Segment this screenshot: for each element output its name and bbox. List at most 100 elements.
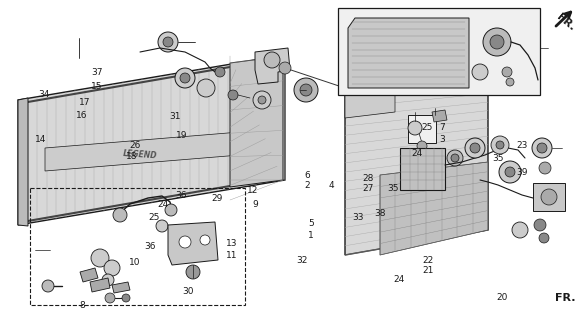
Circle shape xyxy=(42,280,54,292)
Text: 1: 1 xyxy=(308,231,314,240)
Circle shape xyxy=(408,121,422,135)
Text: 16: 16 xyxy=(76,111,88,120)
Text: 34: 34 xyxy=(39,90,50,99)
Polygon shape xyxy=(45,132,240,171)
Text: 23: 23 xyxy=(517,141,528,150)
Text: 24: 24 xyxy=(411,149,422,158)
Circle shape xyxy=(465,138,485,158)
Text: 19: 19 xyxy=(176,132,188,140)
Polygon shape xyxy=(255,48,290,84)
Text: 9: 9 xyxy=(252,200,258,209)
Circle shape xyxy=(215,67,225,77)
Circle shape xyxy=(156,220,168,232)
Text: 28: 28 xyxy=(363,174,374,183)
Text: 2: 2 xyxy=(304,181,310,190)
Circle shape xyxy=(186,265,200,279)
Text: 37: 37 xyxy=(91,68,103,77)
Circle shape xyxy=(158,32,178,52)
Circle shape xyxy=(491,136,509,154)
Text: 13: 13 xyxy=(226,239,238,248)
Text: 35: 35 xyxy=(387,184,399,193)
Polygon shape xyxy=(80,268,98,282)
Circle shape xyxy=(505,167,515,177)
Text: 12: 12 xyxy=(247,186,258,195)
Text: LEGEND: LEGEND xyxy=(123,149,157,161)
Circle shape xyxy=(490,35,504,49)
Circle shape xyxy=(496,141,504,149)
Polygon shape xyxy=(345,75,395,118)
Circle shape xyxy=(228,90,238,100)
Polygon shape xyxy=(380,162,488,255)
Text: 17: 17 xyxy=(79,98,91,107)
Circle shape xyxy=(279,62,291,74)
Circle shape xyxy=(200,235,210,245)
Circle shape xyxy=(472,64,488,80)
Circle shape xyxy=(180,73,190,83)
Text: 10: 10 xyxy=(129,258,141,267)
Circle shape xyxy=(541,189,557,205)
Circle shape xyxy=(300,84,312,96)
Text: 15: 15 xyxy=(91,82,103,91)
Text: 8: 8 xyxy=(79,301,85,310)
Text: 36: 36 xyxy=(175,191,187,200)
Circle shape xyxy=(175,68,195,88)
Circle shape xyxy=(105,293,115,303)
Text: 32: 32 xyxy=(296,256,308,265)
Bar xyxy=(30,188,245,305)
Circle shape xyxy=(537,143,547,153)
Circle shape xyxy=(294,78,318,102)
Text: 5: 5 xyxy=(308,220,314,228)
Text: 30: 30 xyxy=(182,287,194,296)
Text: 24: 24 xyxy=(157,200,168,209)
Text: 24: 24 xyxy=(393,276,404,284)
Circle shape xyxy=(113,208,127,222)
Bar xyxy=(400,148,445,190)
Text: FR.: FR. xyxy=(555,12,577,32)
Text: 26: 26 xyxy=(129,141,140,150)
Text: 31: 31 xyxy=(169,112,181,121)
Text: 36: 36 xyxy=(144,242,156,251)
Circle shape xyxy=(165,204,177,216)
Circle shape xyxy=(470,143,480,153)
Polygon shape xyxy=(18,55,285,225)
Text: 18: 18 xyxy=(126,152,138,161)
Text: 4: 4 xyxy=(329,181,335,190)
Polygon shape xyxy=(230,56,283,187)
Polygon shape xyxy=(432,110,447,122)
Circle shape xyxy=(179,236,191,248)
Circle shape xyxy=(539,233,549,243)
Circle shape xyxy=(499,161,521,183)
Polygon shape xyxy=(348,18,469,88)
Polygon shape xyxy=(18,98,28,226)
Text: 14: 14 xyxy=(35,135,46,144)
Text: 6: 6 xyxy=(304,171,310,180)
Circle shape xyxy=(534,219,546,231)
Circle shape xyxy=(122,294,130,302)
Circle shape xyxy=(502,67,512,77)
Text: 25: 25 xyxy=(149,213,160,222)
Circle shape xyxy=(532,138,552,158)
Circle shape xyxy=(253,91,271,109)
Circle shape xyxy=(417,141,427,151)
Text: 25: 25 xyxy=(421,123,433,132)
Circle shape xyxy=(91,249,109,267)
Circle shape xyxy=(512,222,528,238)
Polygon shape xyxy=(168,222,218,265)
Text: 22: 22 xyxy=(423,256,434,265)
Polygon shape xyxy=(90,278,110,292)
Circle shape xyxy=(539,162,551,174)
Bar xyxy=(533,183,565,211)
Bar xyxy=(338,8,540,95)
Text: FR.: FR. xyxy=(555,292,575,303)
Circle shape xyxy=(506,78,514,86)
Circle shape xyxy=(258,96,266,104)
Circle shape xyxy=(483,28,511,56)
Circle shape xyxy=(163,37,173,47)
Text: 7: 7 xyxy=(439,124,445,132)
Polygon shape xyxy=(345,68,488,255)
Circle shape xyxy=(447,150,463,166)
Bar xyxy=(408,115,436,143)
Circle shape xyxy=(104,260,120,276)
Circle shape xyxy=(451,154,459,162)
Text: 3: 3 xyxy=(439,135,445,144)
